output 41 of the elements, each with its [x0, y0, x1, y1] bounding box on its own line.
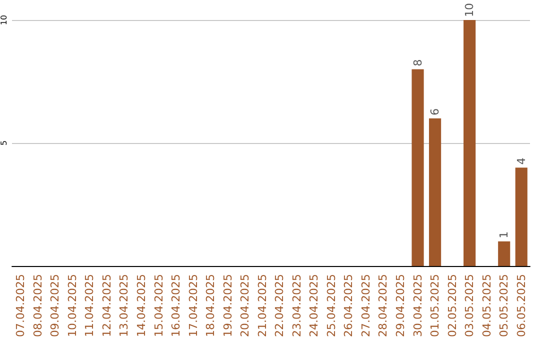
x-tick-label: 29.04.2025 — [394, 274, 407, 338]
x-tick-label: 28.04.2025 — [376, 274, 390, 338]
x-tick-label: 15.04.2025 — [152, 274, 166, 338]
x-tick-label: 18.04.2025 — [204, 274, 218, 338]
x-tick-label: 19.04.2025 — [221, 274, 234, 338]
x-tick-label: 25.04.2025 — [324, 274, 338, 338]
x-tick-label: 06.05.2025 — [514, 274, 528, 338]
x-tick-label: 13.04.2025 — [118, 274, 131, 338]
y-tick-label: 5 — [0, 140, 8, 146]
data-label: 10 — [463, 3, 476, 17]
x-tick-label: 09.04.2025 — [48, 274, 62, 338]
data-label: 8 — [411, 59, 424, 66]
x-tick-label: 05.05.2025 — [498, 274, 511, 338]
data-label: 1 — [498, 231, 511, 238]
x-tick-label: 24.04.2025 — [308, 274, 321, 338]
x-tick-label: 20.04.2025 — [238, 274, 252, 338]
x-tick-label: 01.05.2025 — [428, 274, 442, 338]
bar — [428, 118, 442, 266]
x-tick-label: 07.04.2025 — [14, 274, 28, 338]
x-tick-label: 08.04.2025 — [31, 274, 44, 338]
data-label: 4 — [514, 158, 528, 165]
x-tick-label: 26.04.2025 — [342, 274, 356, 338]
x-tick-label: 27.04.2025 — [359, 274, 372, 338]
x-tick-label: 04.05.2025 — [480, 274, 494, 338]
bar — [412, 69, 424, 266]
x-tick-label: 10.04.2025 — [66, 274, 79, 338]
x-tick-label: 14.04.2025 — [135, 274, 148, 338]
x-tick-label: 17.04.2025 — [186, 274, 200, 338]
bar — [464, 20, 476, 266]
x-tick-label: 02.05.2025 — [446, 274, 459, 338]
x-tick-label: 21.04.2025 — [256, 274, 269, 338]
x-tick-label: 30.04.2025 — [411, 274, 424, 338]
x-tick-label: 23.04.2025 — [290, 274, 304, 338]
data-label: 6 — [428, 108, 442, 116]
x-tick-label: 03.05.2025 — [463, 274, 476, 338]
bar — [498, 241, 510, 266]
x-tick-label: 12.04.2025 — [100, 274, 114, 338]
bar — [515, 168, 528, 266]
x-tick-label: 22.04.2025 — [273, 274, 286, 338]
x-tick-label: 11.04.2025 — [83, 274, 96, 338]
x-tick-label: 16.04.2025 — [170, 274, 183, 338]
